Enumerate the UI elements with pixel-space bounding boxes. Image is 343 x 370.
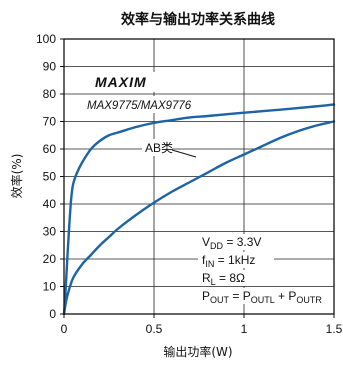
y-tick-label: 0 bbox=[49, 307, 56, 321]
plot-annotations: MAXIM MAX9775/MAX9776 AB类 VDD = 3.3V fIN = 1… bbox=[83, 72, 331, 305]
annotation-text: = 3.3V bbox=[223, 235, 261, 249]
chart-title: 效率与输出功率关系曲线 bbox=[121, 11, 275, 28]
annotation-fin-backing bbox=[198, 252, 274, 268]
annotation-text: R bbox=[202, 271, 211, 285]
y-tick-label: 60 bbox=[43, 142, 57, 156]
series-curves bbox=[62, 103, 336, 316]
ab-label-backing bbox=[142, 139, 172, 156]
annotation-text: V bbox=[202, 235, 210, 249]
subscript: OUT bbox=[210, 295, 230, 305]
series-label-ab: AB类 bbox=[145, 141, 173, 155]
y-tick-label: 20 bbox=[43, 252, 57, 266]
annotation-rl: RL = 8Ω bbox=[202, 271, 245, 287]
logo-backing bbox=[90, 72, 188, 92]
x-tick-label: 1.5 bbox=[326, 322, 343, 336]
annotation-text: + P bbox=[275, 289, 297, 303]
y-tick-label: 10 bbox=[43, 280, 57, 294]
x-tick-label: 1 bbox=[241, 322, 248, 336]
annotation-text: = 8Ω bbox=[216, 271, 245, 285]
x-tick-label: 0.5 bbox=[146, 322, 163, 336]
annotation-text: = 1kHz bbox=[214, 253, 255, 267]
y-tick-label: 90 bbox=[43, 60, 57, 74]
x-axis-label: 输出功率(W) bbox=[163, 344, 232, 359]
subscript: OUTR bbox=[296, 295, 322, 305]
subscript: DD bbox=[210, 241, 223, 251]
annotation-text: f bbox=[202, 253, 206, 267]
subscript: OUTL bbox=[251, 295, 275, 305]
x-axis-ticks: 0 0.5 1 1.5 bbox=[61, 314, 343, 336]
annotation-fin: fIN = 1kHz bbox=[202, 253, 255, 269]
annotation-text: P bbox=[202, 289, 210, 303]
y-tick-label: 100 bbox=[36, 32, 56, 46]
series-line-high-efficiency bbox=[62, 103, 336, 316]
annotation-vdd: VDD = 3.3V bbox=[202, 235, 261, 251]
y-axis-ticks: 0 10 20 30 40 50 60 70 80 90 100 bbox=[36, 32, 64, 321]
annotation-pout: POUT = POUTL + POUTR bbox=[202, 289, 322, 305]
y-tick-label: 30 bbox=[43, 225, 57, 239]
model-label-backing bbox=[83, 96, 201, 113]
x-tick-label: 0 bbox=[61, 322, 68, 336]
subscript: L bbox=[211, 277, 216, 287]
series-line-class-ab bbox=[62, 120, 336, 316]
subscript: IN bbox=[205, 259, 214, 269]
annotation-vdd-backing bbox=[198, 234, 274, 250]
y-tick-label: 70 bbox=[43, 115, 57, 129]
maxim-logo: MAXIM bbox=[95, 74, 147, 90]
ab-label-pointer bbox=[171, 149, 197, 158]
annotation-text: = P bbox=[229, 289, 251, 303]
annotation-pout-backing bbox=[198, 288, 331, 304]
annotation-rl-backing bbox=[198, 270, 255, 286]
model-label: MAX9775/MAX9776 bbox=[87, 100, 192, 112]
y-tick-label: 40 bbox=[43, 197, 57, 211]
y-tick-label: 50 bbox=[43, 170, 57, 184]
y-tick-label: 80 bbox=[43, 87, 57, 101]
y-axis-label: 效率(%) bbox=[9, 154, 24, 199]
